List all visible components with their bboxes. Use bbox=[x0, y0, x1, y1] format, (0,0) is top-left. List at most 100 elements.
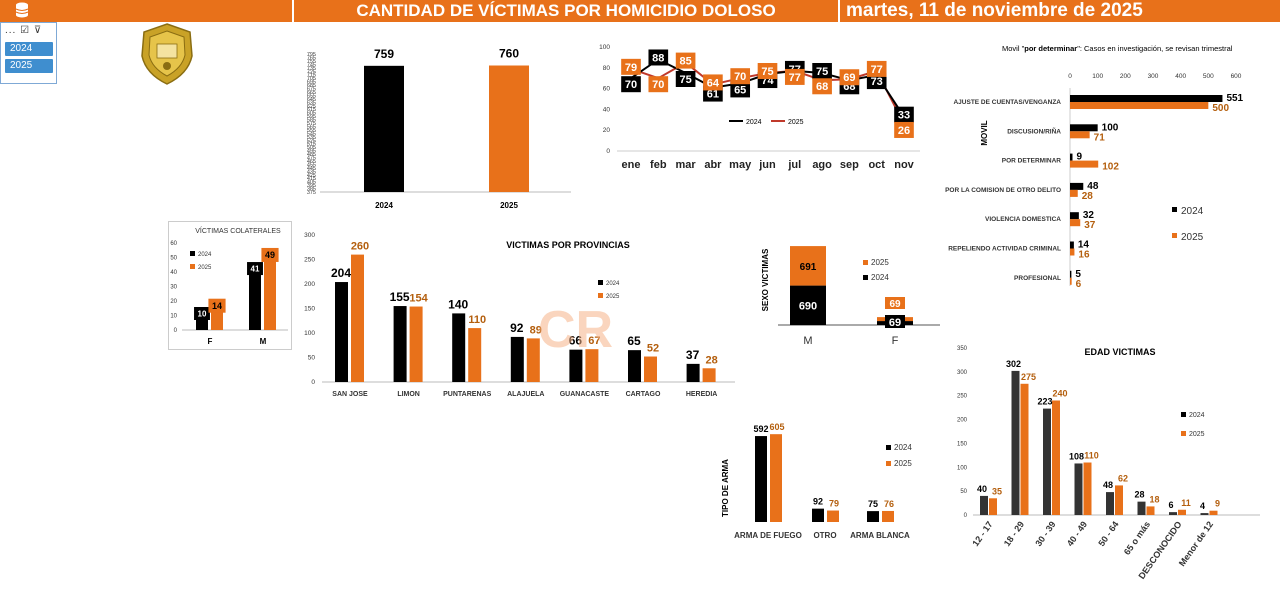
monthly-point-2024-bg bbox=[894, 106, 914, 123]
monthly-point-2024-bg bbox=[648, 49, 669, 66]
prov-bar-2025 bbox=[468, 328, 482, 382]
monthly-point-2025: 75 bbox=[761, 66, 773, 78]
legend-label-2024: 2024 bbox=[894, 443, 912, 452]
edad-value-2024: 223 bbox=[1037, 397, 1052, 407]
edad-xtick: 50 - 64 bbox=[1096, 519, 1120, 548]
edad-ytick: 50 bbox=[960, 489, 967, 495]
monthly-point-2025-bg bbox=[621, 58, 641, 75]
prov-bar-2025 bbox=[526, 338, 540, 382]
arma-bar-2025 bbox=[827, 510, 839, 522]
legend-label-2024: 2024 bbox=[746, 119, 762, 126]
prov-value-2024: 37 bbox=[686, 348, 700, 362]
colat-ytick: 50 bbox=[170, 256, 177, 262]
edad-ytick: 250 bbox=[957, 394, 968, 400]
monthly-point-2024: 65 bbox=[734, 84, 746, 96]
movil-value-2024: 48 bbox=[1087, 181, 1099, 192]
monthly-point-2025: 68 bbox=[816, 81, 828, 93]
legend-label-2024: 2024 bbox=[1189, 412, 1205, 419]
prov-bar-2024 bbox=[510, 336, 524, 382]
prov-ytick: 200 bbox=[304, 281, 315, 288]
prov-bar-2025 bbox=[702, 368, 716, 382]
prov-bar-2024 bbox=[569, 349, 583, 382]
monthly-xtick: ene bbox=[622, 159, 641, 171]
legend-swatch-2024 bbox=[190, 251, 195, 256]
edad-value-2024: 6 bbox=[1168, 500, 1173, 510]
provinces-chart: VICTIMAS POR PROVINCIAS 0 50 100 150 200 250 30… bbox=[304, 232, 735, 398]
movil-bar-2025 bbox=[1070, 277, 1072, 285]
police-badge-logo bbox=[141, 23, 193, 85]
edad-value-2024: 4 bbox=[1200, 501, 1205, 511]
prov-value-2024: 65 bbox=[627, 334, 641, 348]
prov-ytick: 250 bbox=[304, 257, 315, 264]
edad-bar-2025 bbox=[1209, 510, 1218, 515]
edad-xtick: 40 - 49 bbox=[1065, 519, 1089, 548]
sexo-value-2024: 690 bbox=[799, 300, 817, 312]
total-ytick: 645 bbox=[307, 97, 316, 103]
sexo-value-2025: 691 bbox=[800, 262, 817, 273]
monthly-xtick: feb bbox=[650, 159, 667, 171]
movil-bar-2024 bbox=[1070, 270, 1072, 278]
sex-victims-chart: SEXO VICTIMAS690691M696969F20252024 bbox=[761, 246, 940, 347]
legend-swatch-2024 bbox=[1181, 412, 1186, 417]
movil-bar-2025 bbox=[1070, 160, 1099, 168]
arma-ylabel: TIPO DE ARMA bbox=[721, 459, 730, 517]
monthly-point-2025: 70 bbox=[734, 71, 746, 83]
monthly-xtick: jun bbox=[758, 159, 776, 171]
prov-value-2025: 110 bbox=[468, 314, 486, 326]
monthly-ytick: 20 bbox=[603, 127, 611, 134]
monthly-point-2024: 75 bbox=[816, 66, 828, 78]
year-slicer[interactable]: ... ☑ ⊽ 2024 2025 bbox=[0, 22, 57, 84]
monthly-ytick: 60 bbox=[603, 86, 611, 93]
total-ytick: 495 bbox=[307, 149, 316, 155]
sexo-ylabel: SEXO VICTIMAS bbox=[761, 248, 770, 311]
movil-xtick: 600 bbox=[1231, 73, 1242, 80]
total-ytick: 595 bbox=[307, 114, 316, 120]
movil-bar-2024 bbox=[1070, 212, 1079, 220]
monthly-point-2025: 64 bbox=[707, 77, 720, 89]
movil-value-2025: 28 bbox=[1082, 191, 1094, 202]
edad-bar-2024 bbox=[1106, 492, 1114, 515]
total-ytick: 665 bbox=[307, 90, 316, 96]
prov-xtick: GUANACASTE bbox=[560, 391, 610, 398]
slicer-toolbar[interactable]: ... ☑ ⊽ bbox=[5, 25, 43, 36]
colat-value-2025-bg bbox=[208, 298, 226, 313]
total-ytick: 535 bbox=[307, 135, 316, 141]
legend-label-2024: 2024 bbox=[606, 281, 620, 287]
edad-value-2024: 40 bbox=[977, 484, 987, 494]
edad-bar-2025 bbox=[1178, 509, 1186, 515]
monthly-xtick: abr bbox=[704, 159, 722, 171]
prov-ytick: 300 bbox=[304, 232, 315, 239]
movil-category: AJUSTE DE CUENTAS/VENGANZA bbox=[953, 99, 1061, 106]
edad-bar-2025 bbox=[1146, 506, 1155, 515]
movil-bar-2025 bbox=[1070, 189, 1078, 197]
colat-value-2024: 41 bbox=[251, 264, 260, 273]
sexo-xtick: M bbox=[803, 335, 812, 347]
colat-ytick: 60 bbox=[170, 241, 177, 247]
slicer-item-2025[interactable]: 2025 bbox=[5, 59, 53, 73]
edad-ytick: 300 bbox=[957, 370, 968, 376]
monthly-point-2025-bg bbox=[894, 121, 914, 138]
header-left-bar bbox=[0, 0, 292, 22]
edad-ytick: 200 bbox=[957, 418, 968, 424]
movil-xtick: 200 bbox=[1120, 73, 1131, 80]
movil-value-2025: 102 bbox=[1102, 162, 1119, 173]
prov-ytick: 150 bbox=[304, 306, 315, 313]
monthly-point-2025-bg bbox=[675, 52, 696, 69]
arma-bar-2025 bbox=[882, 510, 894, 522]
monthly-point-2025: 77 bbox=[789, 72, 801, 84]
prov-xtick: CARTAGO bbox=[626, 391, 661, 398]
page-title: CANTIDAD DE VÍCTIMAS POR HOMICIDIO DOLOS… bbox=[294, 0, 838, 22]
prov-bar-2025 bbox=[409, 306, 423, 382]
edad-ytick: 100 bbox=[957, 465, 968, 471]
edad-value-2025: 110 bbox=[1084, 451, 1099, 461]
edad-bar-2024 bbox=[1074, 463, 1083, 515]
colat-ytick: 40 bbox=[170, 270, 177, 276]
slicer-item-2024[interactable]: 2024 bbox=[5, 42, 53, 56]
total-ytick: 515 bbox=[307, 142, 316, 148]
legend-label-2025: 2025 bbox=[606, 294, 620, 300]
legend-swatch-2024 bbox=[598, 280, 603, 285]
prov-bar-2024 bbox=[393, 306, 407, 382]
legend-swatch-2025 bbox=[190, 264, 195, 269]
monthly-xtick: oct bbox=[868, 159, 885, 171]
prov-value-2025: 67 bbox=[588, 335, 600, 347]
